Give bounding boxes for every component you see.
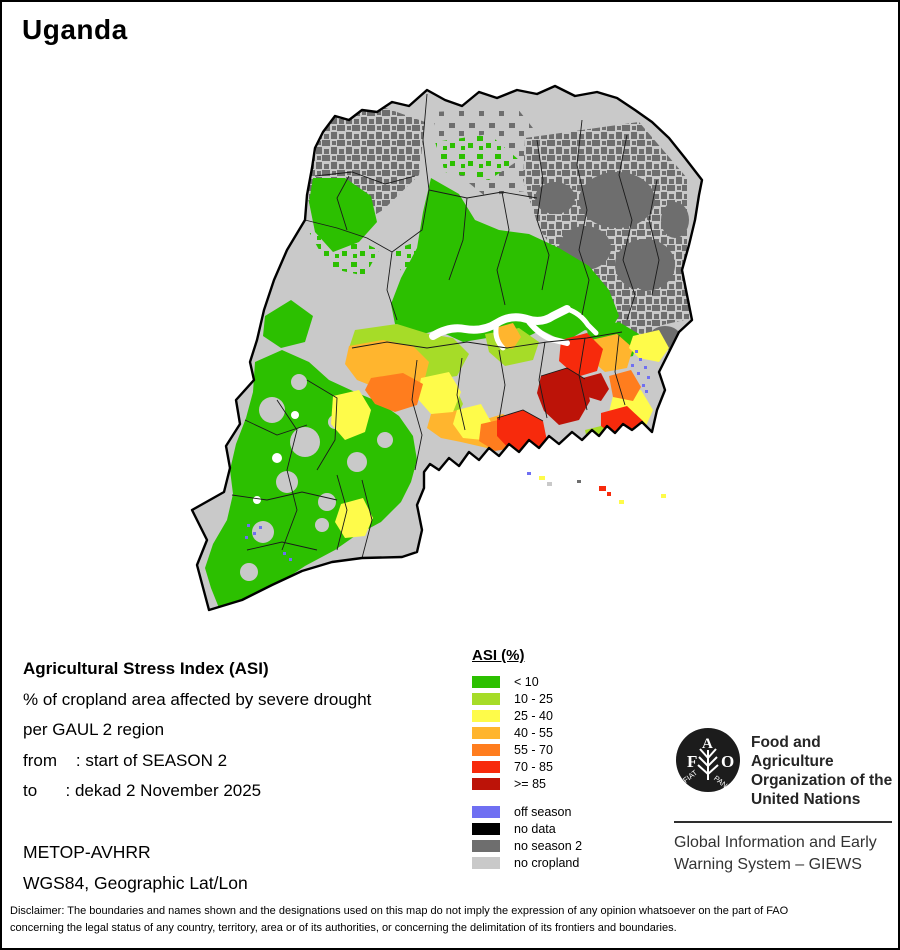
fao-logo-icon: F A O FIAT PANIS [676, 728, 740, 794]
sensor-name: METOP-AVHRR [23, 842, 151, 862]
fao-separator [674, 821, 892, 823]
legend-color-swatch [472, 856, 500, 869]
asi-region-line: per GAUL 2 region [23, 720, 165, 739]
legend-row: 55 - 70 [472, 741, 582, 758]
legend-class-label: no data [514, 821, 556, 836]
legend-color-swatch [472, 726, 500, 739]
fao-branding: F A O FIAT PANIS Food and Agriculture Or… [674, 726, 894, 876]
legend-color-swatch [472, 760, 500, 773]
legend-row: < 10 [472, 673, 582, 690]
lake-islands [527, 472, 666, 504]
fao-org-name: Food and Agriculture Organization of the… [742, 726, 894, 809]
legend-row: >= 85 [472, 775, 582, 792]
legend-row: no season 2 [472, 837, 582, 854]
legend-color-swatch [472, 777, 500, 790]
legend-class-label: 55 - 70 [514, 742, 553, 757]
region-asi-ge85 [537, 368, 609, 425]
asi-from-line: from : start of SEASON 2 [23, 750, 228, 770]
legend-class-label: 25 - 40 [514, 708, 553, 723]
legend-color-swatch [472, 822, 500, 835]
legend-row: 40 - 55 [472, 724, 582, 741]
fao-letter-o: O [721, 752, 734, 771]
fao-org-name-line2: Organization of the [751, 772, 893, 789]
legend-class-label: < 10 [514, 674, 539, 689]
legend-classes: < 10 10 - 25 25 - 40 40 - 55 55 - 70 70 - 85 >… [472, 673, 582, 792]
lake-kyoga [429, 305, 599, 351]
legend-row: 70 - 85 [472, 758, 582, 775]
projection-name: WGS84, Geographic Lat/Lon [23, 873, 248, 893]
map-description: Agricultural Stress Index (ASI) % of cro… [23, 654, 371, 807]
legend-gap [472, 792, 582, 803]
giews-line1: Global Information and Early [674, 834, 877, 851]
legend-class-label: 10 - 25 [514, 691, 553, 706]
legend-row: no cropland [472, 854, 582, 871]
sw-white-speckle [253, 411, 299, 504]
legend-row: off season [472, 803, 582, 820]
fao-letter-f: F [687, 752, 697, 771]
legend-extra-classes: off season no data no season 2 no cropland [472, 803, 582, 871]
map-fill-layers [192, 86, 702, 610]
legend-class-label: no season 2 [514, 838, 583, 853]
fao-org-name-line1: Food and Agriculture [751, 734, 834, 770]
giews-line2: Warning System – GIEWS [674, 856, 862, 873]
legend-color-swatch [472, 709, 500, 722]
legend-color-swatch [472, 692, 500, 705]
fao-letter-a: A [702, 736, 713, 752]
uganda-map-svg [190, 84, 704, 612]
legend-class-label: >= 85 [514, 776, 546, 791]
wheat-ear-icon [697, 748, 719, 780]
asi-to-line: to : dekad 2 November 2025 [23, 781, 262, 800]
disclaimer-line2: concerning the legal status of any count… [10, 922, 677, 934]
district-boundaries [231, 93, 660, 559]
legend-color-swatch [472, 743, 500, 756]
country-outline [190, 84, 704, 612]
disclaimer: Disclaimer: The boundaries and names sho… [10, 903, 895, 937]
asi-subtitle: % of cropland area affected by severe dr… [23, 689, 372, 709]
legend-title: ASI (%) [472, 647, 525, 664]
legend: ASI (%) < 10 10 - 25 25 - 40 40 - 55 55 - 70… [472, 647, 582, 871]
giews-label: Global Information and Early Warning Sys… [674, 832, 894, 876]
legend-class-label: 40 - 55 [514, 725, 553, 740]
disclaimer-line1: Disclaimer: The boundaries and names sho… [10, 905, 789, 917]
page-title: Uganda [22, 14, 128, 45]
legend-class-label: no cropland [514, 855, 580, 870]
legend-color-swatch [472, 675, 500, 688]
legend-color-swatch [472, 839, 500, 852]
asi-heading: Agricultural Stress Index (ASI) [23, 659, 269, 678]
sw-gray-speckle [240, 374, 393, 581]
legend-class-label: 70 - 85 [514, 759, 553, 774]
legend-row: no data [472, 820, 582, 837]
uganda-asi-map [187, 80, 707, 628]
legend-class-label: off season [514, 804, 572, 819]
sensor-info: METOP-AVHRR WGS84, Geographic Lat/Lon [23, 837, 248, 899]
legend-color-swatch [472, 805, 500, 818]
fao-org-name-line3: United Nations [751, 791, 861, 808]
legend-row: 10 - 25 [472, 690, 582, 707]
legend-row: 25 - 40 [472, 707, 582, 724]
